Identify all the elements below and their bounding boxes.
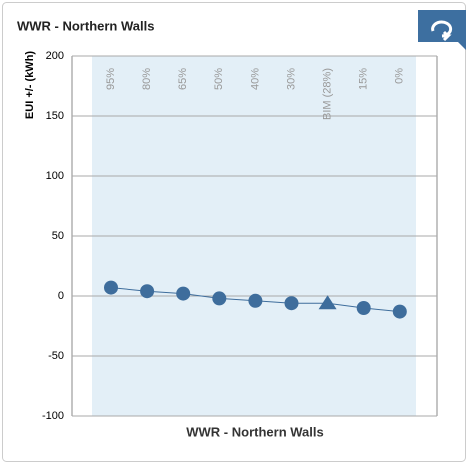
data-point [104,280,118,295]
y-tick-label: 0 [58,290,64,302]
x-tick-label: 0% [394,68,406,84]
x-tick-label: 80% [141,68,153,90]
x-tick-label: 30% [285,68,297,90]
button-shape[interactable] [418,10,466,50]
export-button[interactable] [418,10,466,50]
data-point [140,284,155,299]
y-tick-label: -50 [48,350,64,362]
data-point [392,304,407,319]
x-tick-label: 65% [177,68,189,90]
data-point [176,286,191,301]
button-icon[interactable] [431,20,453,42]
y-tick-label: 100 [46,170,64,182]
x-axis-label: WWR - Northern Walls [186,424,323,439]
data-point [284,296,299,311]
y-tick-label: 200 [46,50,64,62]
y-tick-label: 150 [46,110,64,122]
x-tick-label: 40% [249,68,261,90]
y-axis-label: EUI +/- (kWh) [24,51,36,119]
data-point [318,295,337,310]
y-tick-label: 50 [52,230,64,242]
chart-title: WWR - Northern Walls [17,18,154,33]
x-tick-label: 50% [213,68,225,90]
data-point [212,291,227,306]
x-tick-label: 95% [105,68,117,90]
data-point [356,301,371,315]
data-point [248,293,263,308]
x-tick-label: 15% [358,68,370,90]
y-tick-label: -100 [42,410,64,422]
x-tick-label: BIM (28%) [322,68,334,120]
